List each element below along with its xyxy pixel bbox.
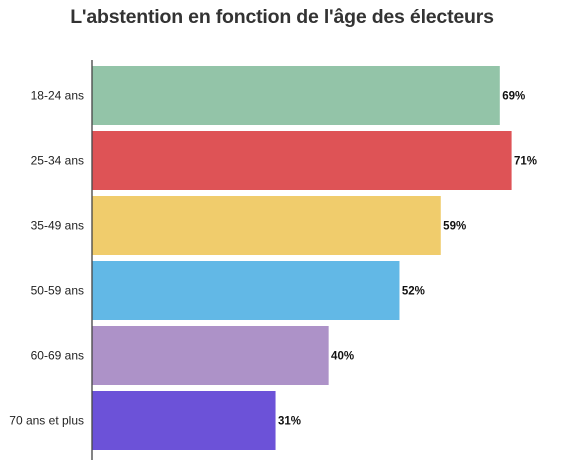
value-label: 71%: [514, 156, 537, 168]
category-label: 70 ans et plus: [9, 414, 84, 428]
category-label: 25-34 ans: [31, 154, 84, 168]
category-label: 35-49 ans: [31, 219, 84, 233]
category-label: 50-59 ans: [31, 284, 84, 298]
bar-1: [92, 66, 500, 125]
value-label: 59%: [443, 221, 466, 233]
value-label: 69%: [502, 91, 525, 103]
category-label: 18-24 ans: [31, 89, 84, 103]
value-label: 31%: [278, 416, 301, 428]
bar-4: [92, 261, 400, 320]
bar-5: [92, 326, 329, 385]
bar-6: [92, 391, 276, 450]
bar-3: [92, 196, 441, 255]
bar-2: [92, 131, 512, 190]
value-label: 52%: [402, 286, 425, 298]
value-label: 40%: [331, 351, 354, 363]
chart-title: L'abstention en fonction de l'âge des él…: [70, 6, 494, 28]
category-label: 60-69 ans: [31, 349, 84, 363]
